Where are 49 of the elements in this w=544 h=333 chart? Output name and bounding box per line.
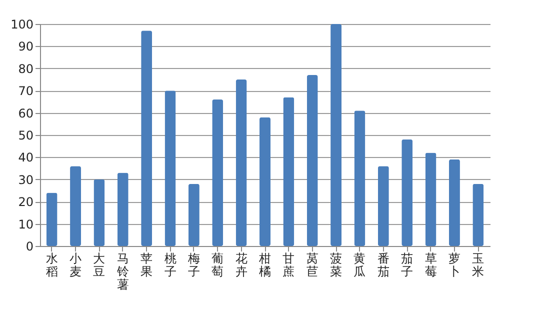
x-tick-label: 花卉 xyxy=(235,252,248,278)
y-tick-label: 90 xyxy=(18,40,34,54)
x-tick-label: 黄瓜 xyxy=(354,252,366,278)
x-tick-label: 萝卜 xyxy=(448,252,460,278)
bar xyxy=(70,166,82,246)
y-tick-label: 40 xyxy=(18,150,34,165)
bar xyxy=(188,184,200,246)
y-tick-label: 0 xyxy=(26,240,34,254)
x-tick-label: 茄子 xyxy=(401,252,414,278)
bar xyxy=(212,99,224,246)
y-tick-label: 50 xyxy=(18,128,34,142)
x-tick-label: 玉米 xyxy=(472,252,484,278)
bar xyxy=(117,172,128,246)
x-tick-label: 马铃薯 xyxy=(116,252,129,292)
bar xyxy=(94,179,105,246)
y-tick-label: 30 xyxy=(18,172,34,187)
bar xyxy=(306,75,318,246)
x-tick-label: 桃子 xyxy=(164,252,176,278)
x-tick-label: 甘蔗 xyxy=(282,252,295,278)
bar xyxy=(260,117,270,246)
bar xyxy=(46,192,58,246)
x-tick-label: 柑橘 xyxy=(258,252,271,278)
bar xyxy=(330,24,342,246)
x-tick-label: 苹果 xyxy=(140,252,153,278)
bar xyxy=(283,97,294,246)
x-tick-label: 小麦 xyxy=(70,252,82,278)
y-tick-label: 60 xyxy=(18,106,34,120)
x-tick-label: 菠菜 xyxy=(330,252,342,278)
bar xyxy=(448,159,460,246)
bar xyxy=(141,30,152,246)
x-tick-label: 葡萄 xyxy=(212,252,224,278)
x-tick-label: 水稻 xyxy=(46,252,58,278)
x-tick-label: 草莓 xyxy=(424,252,437,278)
y-tick-label: 80 xyxy=(18,62,34,76)
bar xyxy=(378,166,389,246)
y-tick-label: 10 xyxy=(18,217,34,232)
bar xyxy=(402,139,413,246)
x-tick-label: 番茄 xyxy=(377,252,390,278)
bar xyxy=(354,110,366,246)
x-tick-label: 大豆 xyxy=(93,252,106,278)
x-tick-label: 莴苣 xyxy=(306,252,318,278)
bar xyxy=(164,90,176,246)
bar xyxy=(425,152,436,246)
bar xyxy=(472,184,484,246)
y-tick-label: 100 xyxy=(10,18,34,32)
y-tick-label: 20 xyxy=(18,195,34,210)
x-tick-label: 梅子 xyxy=(186,252,200,278)
bar xyxy=(236,80,247,246)
y-tick-label: 70 xyxy=(18,84,34,98)
